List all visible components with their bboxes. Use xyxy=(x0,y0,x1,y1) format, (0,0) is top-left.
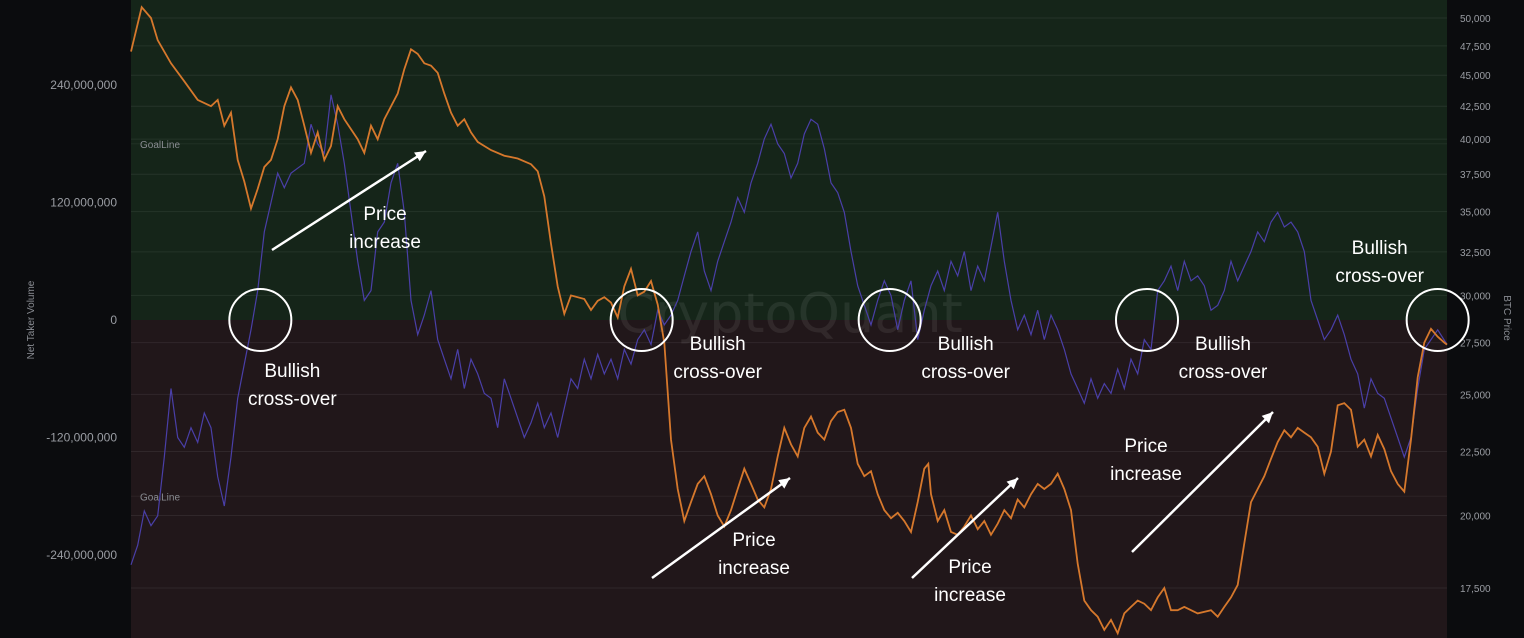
crossover-circle xyxy=(1115,288,1179,352)
left-axis-title: Net Taker Volume xyxy=(26,280,37,359)
crossover-circle xyxy=(228,288,293,352)
crossover-label: Bullish xyxy=(938,334,994,355)
left-tick-label: -240,000,000 xyxy=(46,548,117,562)
crossover-label: cross-over xyxy=(1179,362,1268,383)
price-increase-label: increase xyxy=(1110,464,1182,485)
crossover-label: Bullish xyxy=(690,334,746,355)
crossover-circle xyxy=(609,288,674,352)
right-tick-label: 42,500 xyxy=(1460,102,1491,113)
arrow-head xyxy=(1006,478,1018,490)
right-tick-label: 20,000 xyxy=(1460,511,1491,522)
right-axis-title: BTC Price xyxy=(1501,295,1512,341)
price-increase-label: Price xyxy=(363,204,406,225)
arrow-shaft xyxy=(911,477,1019,579)
crossover-label: Bullish xyxy=(1352,238,1408,259)
arrow-head xyxy=(778,478,790,489)
goal-line-label: GoalLine xyxy=(140,140,180,151)
left-tick-label: 240,000,000 xyxy=(50,78,117,92)
right-tick-label: 47,500 xyxy=(1460,42,1491,53)
crossover-label: cross-over xyxy=(673,362,762,383)
crossover-label: cross-over xyxy=(921,362,1010,383)
right-tick-label: 25,000 xyxy=(1460,390,1491,401)
price-increase-label: increase xyxy=(349,232,421,253)
crossover-label: Bullish xyxy=(1195,334,1251,355)
btc-price-line xyxy=(130,5,1448,636)
right-tick-label: 30,000 xyxy=(1460,291,1491,302)
right-tick-label: 27,500 xyxy=(1460,339,1491,350)
arrow-shaft xyxy=(1131,411,1274,553)
crossover-circle xyxy=(857,288,922,352)
price-increase-label: Price xyxy=(732,530,775,551)
right-tick-label: 35,000 xyxy=(1460,208,1491,219)
left-tick-label: -120,000,000 xyxy=(46,431,117,445)
right-tick-label: 17,500 xyxy=(1460,584,1491,595)
net-taker-volume-line xyxy=(130,94,1448,565)
right-tick-label: 40,000 xyxy=(1460,135,1491,146)
positive-zone xyxy=(131,0,1447,320)
crossover-circle xyxy=(1405,288,1470,352)
arrow-head xyxy=(1261,412,1273,424)
right-tick-label: 22,500 xyxy=(1460,448,1491,459)
price-increase-label: Price xyxy=(1124,436,1167,457)
left-axis-ticks: 240,000,000 120,000,000 0 -120,000,000 -240,… xyxy=(46,78,117,562)
grid-lines xyxy=(131,17,1447,589)
crossover-label: cross-over xyxy=(248,389,337,410)
left-tick-label: 0 xyxy=(110,313,117,327)
right-tick-label: 32,500 xyxy=(1460,248,1491,259)
price-increase-label: increase xyxy=(718,558,790,579)
arrow-shaft xyxy=(651,476,791,580)
right-axis-ticks: 50,000 47,500 45,000 42,500 40,000 37,500 35,0… xyxy=(1460,14,1491,595)
right-tick-label: 45,000 xyxy=(1460,71,1491,82)
crossover-label: Bullish xyxy=(264,361,320,382)
annotations: Bullish cross-over Bullish cross-over Bullis… xyxy=(228,149,1470,606)
arrow-shaft xyxy=(271,149,427,252)
crossover-label: cross-over xyxy=(1335,266,1424,287)
price-increase-label: increase xyxy=(934,585,1006,606)
right-tick-label: 50,000 xyxy=(1460,14,1491,25)
arrow-head xyxy=(414,151,426,162)
right-tick-label: 37,500 xyxy=(1460,170,1491,181)
left-tick-label: 120,000,000 xyxy=(50,196,117,210)
price-increase-label: Price xyxy=(948,557,991,578)
